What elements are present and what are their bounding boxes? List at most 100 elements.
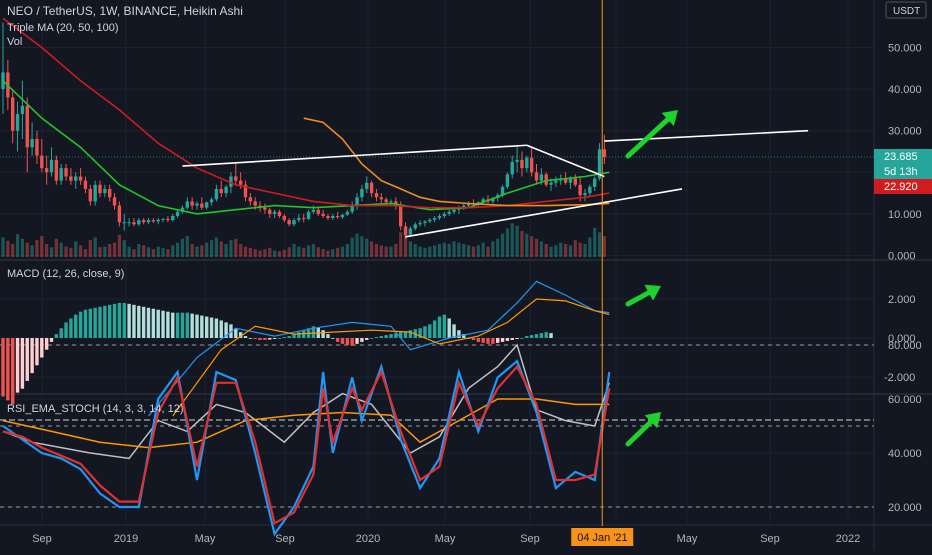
volume-bar xyxy=(447,244,451,257)
candle-body xyxy=(190,201,194,206)
time-axis[interactable]: Sep 2019 May Sep 2020 May Sep May Sep 2022 xyxy=(32,533,860,545)
macd-histogram-bar xyxy=(335,338,340,342)
volume-bar xyxy=(568,245,573,257)
candle xyxy=(302,213,306,223)
macd-histogram-bar xyxy=(360,338,364,342)
volume-bar xyxy=(205,242,209,257)
green-arrow xyxy=(625,284,661,307)
volume-bar xyxy=(433,245,437,257)
candle-body xyxy=(369,182,374,194)
candle-body xyxy=(432,218,437,220)
macd-histogram-bar xyxy=(510,338,514,340)
macd-legend[interactable]: MACD (12, 26, close, 9) xyxy=(7,268,124,280)
macd-histogram-bar xyxy=(311,326,316,338)
candle-body xyxy=(78,176,83,181)
macd-histogram-bar xyxy=(175,312,180,338)
candle xyxy=(35,130,39,164)
candle xyxy=(544,172,548,187)
candle xyxy=(69,168,73,185)
candle-body xyxy=(74,176,78,181)
candle xyxy=(287,218,291,227)
macd-histogram-bar xyxy=(127,303,131,338)
macd-histogram-bar xyxy=(268,338,272,340)
volume-bar xyxy=(306,245,311,257)
candle-body xyxy=(185,201,189,208)
macd-histogram-bar xyxy=(384,335,388,338)
volume-bar xyxy=(403,229,408,257)
volume-bar xyxy=(597,232,602,257)
volume-bar xyxy=(297,246,301,257)
candle-body xyxy=(156,219,160,222)
rsi-stoch-legend[interactable]: RSI_EMA_STOCH (14, 3, 3, 14, 12) xyxy=(7,403,183,415)
candle-body xyxy=(573,178,577,185)
price-axis[interactable]: 50.000 40.000 30.000 20.000 10.000 0.000 2.000… xyxy=(884,43,922,515)
candle xyxy=(78,168,83,185)
triple-ma-legend[interactable]: Triple MA (20, 50, 100) xyxy=(7,22,118,34)
candle-body xyxy=(597,149,602,179)
macd-tick-label: -2.000 xyxy=(884,372,915,384)
candle-body xyxy=(403,226,408,235)
volume-bar xyxy=(49,247,54,257)
candle xyxy=(534,163,539,185)
candle xyxy=(11,89,15,144)
candle-body xyxy=(209,199,214,203)
candles[interactable] xyxy=(1,22,607,239)
candle-body xyxy=(112,197,117,206)
candle-body xyxy=(88,188,92,202)
volume-bar xyxy=(54,238,58,257)
candle-body xyxy=(529,157,534,173)
candle-body xyxy=(539,174,544,181)
candle-body xyxy=(268,209,272,214)
candle-body xyxy=(287,220,291,225)
volume-bar xyxy=(525,233,529,257)
volume-legend[interactable]: Vol xyxy=(7,36,22,48)
macd-histogram-bar xyxy=(25,338,29,381)
candle-body xyxy=(578,184,582,196)
macd-histogram-bar xyxy=(282,337,286,338)
volume-bar xyxy=(554,245,558,257)
candle-body xyxy=(146,220,151,223)
candle-body xyxy=(515,159,519,162)
symbol-title[interactable]: NEO / TetherUS, 1W, BINANCE, Heikin Ashi xyxy=(7,4,243,18)
macd-histogram-bar xyxy=(132,304,136,338)
candle-body xyxy=(374,193,379,198)
time-tick-label: May xyxy=(435,533,456,545)
candle-body xyxy=(447,211,451,214)
macd-histogram-bar xyxy=(112,303,117,338)
macd-histogram-bar xyxy=(326,334,330,338)
candle xyxy=(428,218,432,224)
volume-bar xyxy=(520,231,524,257)
volume-bar xyxy=(437,244,442,257)
volume-bar xyxy=(583,244,587,257)
candle-body xyxy=(365,182,369,189)
countdown-badge: 5d 13h xyxy=(874,164,932,179)
macd-histogram-bar xyxy=(437,316,442,338)
volume-bar xyxy=(549,246,553,257)
candle xyxy=(195,201,199,210)
volume-bar xyxy=(428,246,432,257)
candle-body xyxy=(326,215,330,219)
trendline xyxy=(526,144,605,178)
macd-histogram-bar xyxy=(287,336,291,338)
macd-histogram-bar xyxy=(234,328,238,338)
candle xyxy=(389,199,393,206)
candle-body xyxy=(335,215,340,218)
currency-badge[interactable]: USDT xyxy=(885,1,927,19)
current-price-label: 23.685 xyxy=(884,151,918,163)
candle-body xyxy=(59,168,63,181)
cursor-date-badge: 04 Jan '21 xyxy=(571,528,634,546)
macd-histogram-bar xyxy=(6,338,10,401)
macd-histogram-bar xyxy=(428,324,432,338)
candle-body xyxy=(234,176,238,181)
macd-histogram-bar xyxy=(399,332,403,338)
candle xyxy=(525,155,529,173)
volume-bar xyxy=(268,247,272,257)
volume-bar xyxy=(253,249,257,257)
macd-histogram-bar xyxy=(141,306,146,338)
time-tick-label: 2022 xyxy=(836,533,860,545)
candle xyxy=(520,151,524,177)
volume-bar xyxy=(360,236,364,257)
candle-body xyxy=(462,205,466,208)
